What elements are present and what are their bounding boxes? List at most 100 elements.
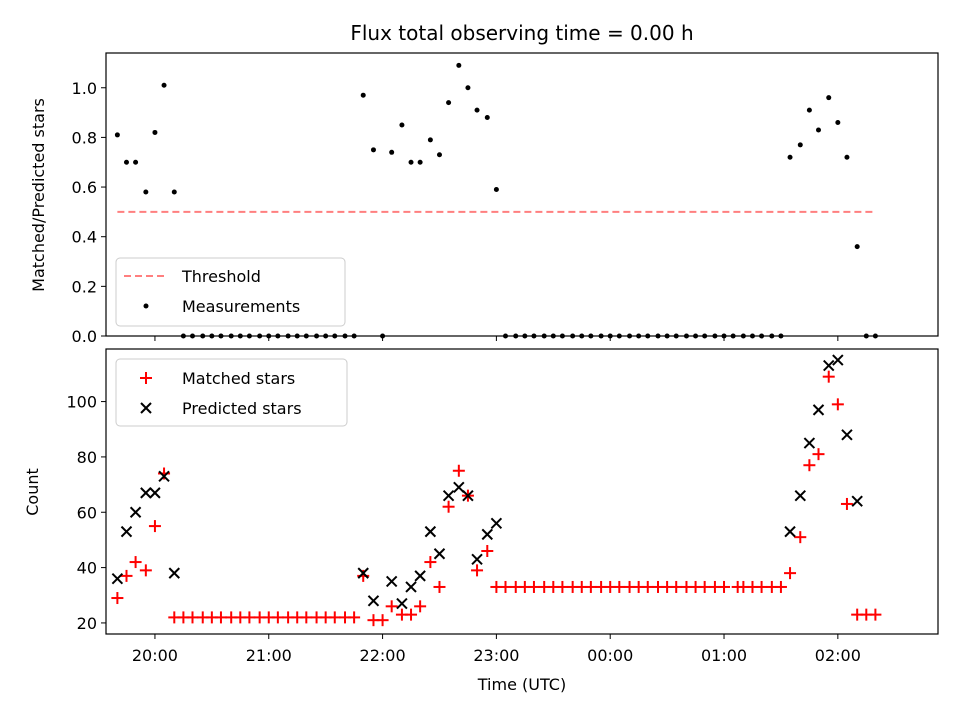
measurement-point [427,137,433,143]
x-tick-label: 20:00 [132,646,178,665]
top-ylabel: Matched/Predicted stars [29,98,48,292]
matched-stars-point [556,580,569,593]
measurement-point [171,189,177,195]
cross-b [832,354,844,366]
cross-b [471,553,483,565]
measurement-point [456,62,462,68]
measurement-point [133,159,139,165]
predicted-stars-point [424,525,437,538]
cross-b [140,487,152,499]
bottom-legend-box [115,358,348,427]
legend-matched-swatch [140,372,152,384]
matched-stars-point [641,580,654,593]
matched-stars-point [111,592,124,605]
predicted-stars-point [832,354,844,366]
cross-b [803,437,816,449]
y-tick-label: 40 [77,559,97,578]
measurement-point [114,132,120,138]
matched-stars-point [499,580,512,593]
predicted-stars-point [823,359,835,372]
matched-stars-point [584,580,597,593]
predicted-stars-point [385,575,398,588]
predicted-stars-point [812,404,825,416]
cross-b [794,489,806,502]
matched-stars-point [481,544,494,557]
measurement-point [844,154,850,160]
predicted-stars-point [405,581,417,593]
y-tick-label: 20 [77,614,97,633]
predicted-stars-point [803,437,816,449]
matched-stars-point [718,580,731,593]
cross-b [367,595,380,607]
matched-stars-point [214,611,227,624]
matched-stars-point [452,464,465,477]
predicted-stars-point [784,525,796,538]
measurement-point [417,159,423,165]
bottom-xlabel: Time (UTC) [477,675,566,694]
x-tick-label: 00:00 [587,646,633,665]
cross-b [453,481,465,494]
x-tick-label: 23:00 [473,646,519,665]
cross-b [784,525,796,538]
cross-b [481,528,493,541]
predicted-stars-point [851,495,863,507]
top-legend-box [115,257,346,327]
cross-b [462,489,474,502]
matched-stars-point [243,611,256,624]
matched-stars-point [755,580,768,593]
y-tick-label: 0.4 [72,228,97,247]
predicted-stars-point [111,572,124,585]
predicted-stars-point [357,567,369,579]
measurement-point [161,82,167,88]
measurement-point [815,127,821,133]
matched-stars-point [148,520,161,533]
top-panel: Flux total observing time = 0.00 h Match… [29,21,939,346]
predicted-stars-point [149,487,161,499]
y-tick-label: 100 [66,393,97,412]
measurement-point [806,107,812,113]
predicted-stars-point [794,489,806,502]
measurement-point [123,159,129,165]
cross-b [490,517,503,530]
measurement-point [152,129,158,135]
matched-stars-point [869,608,882,621]
predicted-stars-point [462,489,474,502]
y-tick-label: 0.6 [72,178,97,197]
cross-b [851,495,863,507]
bottom-panel: Count Time (UTC) 20 40 60 80 100 20:00 21:00 22… [23,348,939,694]
x-tick-label: 01:00 [701,646,747,665]
predicted-stars-point [120,525,133,538]
cross-b [414,570,426,582]
predicted-stars-point [481,528,493,541]
predicted-stars-point [414,570,426,582]
matched-stars-point [328,611,341,624]
predicted-stars-point [140,487,152,499]
predicted-stars-point [367,595,380,607]
matched-stars-point [613,580,626,593]
measurement-point [446,100,452,106]
measurement-point [436,152,442,158]
matched-stars-point [784,567,797,580]
matched-stars-point [385,600,398,613]
cross-b [405,581,417,593]
matched-stars-point [433,580,446,593]
cross-b [357,567,369,579]
cross-b [111,572,124,585]
matched-stars-point [376,614,389,627]
x-tick-label: 02:00 [815,646,861,665]
predicted-stars-point [471,553,483,565]
matched-stars-point [840,497,853,510]
measurement-point [360,92,366,98]
x-tick-label: 21:00 [246,646,292,665]
measurement-point [465,85,471,91]
predicted-stars-point [129,506,142,518]
measurement-point [484,115,490,121]
legend-predicted-swatch [140,402,152,414]
bottom-axes-frame [105,348,939,635]
top-legend: Threshold Measurements [115,257,346,327]
bottom-legend: Matched stars Predicted stars [115,358,348,427]
matched-stars-point [129,556,142,569]
matched-stars-point [803,459,816,472]
y-tick-label: 0.8 [72,128,97,147]
